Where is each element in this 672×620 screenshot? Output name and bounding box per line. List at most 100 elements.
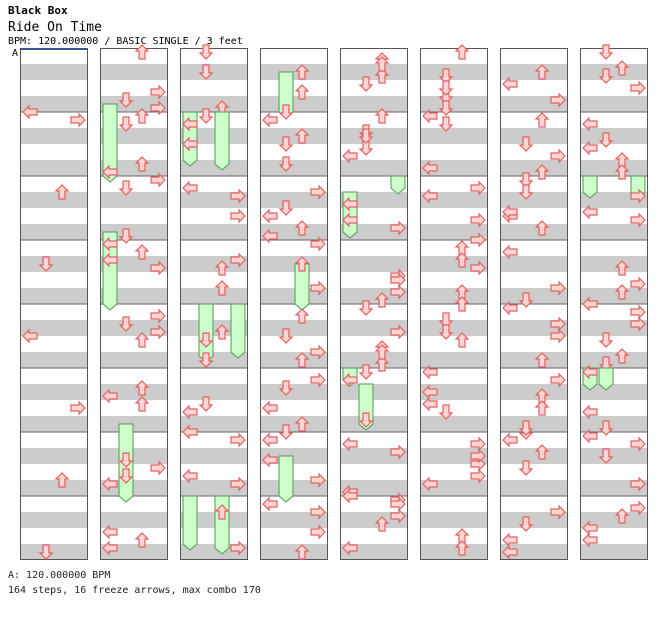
beat-stripe [340, 128, 408, 144]
beat-stripe [420, 128, 488, 144]
beat-stripe [420, 320, 488, 336]
chart-column-8 [580, 44, 648, 560]
song-name: Ride On Time [8, 20, 102, 35]
beat-stripe [420, 224, 488, 240]
beat-stripe [500, 480, 568, 496]
freeze-arrow [182, 111, 198, 167]
beat-stripe [420, 448, 488, 464]
beat-stripe [180, 64, 248, 80]
beat-stripe [20, 256, 88, 272]
chart-column-1 [20, 48, 88, 560]
beat-stripe [420, 288, 488, 304]
beat-stripe [580, 288, 648, 304]
chart-column-5 [340, 48, 408, 560]
step-arrow-left [262, 209, 278, 223]
step-arrow-right [630, 305, 646, 319]
beat-stripe [260, 544, 328, 560]
beat-stripe [260, 416, 328, 432]
step-arrow-right [70, 113, 86, 127]
beat-stripe [500, 256, 568, 272]
beat-stripe [100, 192, 168, 208]
beat-stripe [20, 384, 88, 400]
beat-stripe [500, 64, 568, 80]
step-arrow-up [535, 112, 549, 128]
freeze-arrow [598, 367, 614, 391]
beat-stripe [20, 352, 88, 368]
chart-column-3 [180, 44, 248, 560]
beat-stripe [420, 416, 488, 432]
beat-stripe [580, 128, 648, 144]
beat-stripe [100, 352, 168, 368]
beat-stripe [340, 352, 408, 368]
chart-column-7 [500, 48, 568, 560]
beat-stripe [340, 256, 408, 272]
beat-stripe [260, 288, 328, 304]
freeze-arrow [294, 263, 310, 311]
beat-stripe [580, 160, 648, 176]
step-arrow-left [262, 401, 278, 415]
chart-column-4 [260, 48, 328, 560]
beat-stripe [180, 288, 248, 304]
beat-stripe [100, 448, 168, 464]
beat-stripe [580, 64, 648, 80]
beat-stripe [260, 96, 328, 112]
step-arrow-down [199, 44, 213, 60]
beat-stripe [580, 512, 648, 528]
step-arrow-left [262, 497, 278, 511]
beat-stripe [260, 320, 328, 336]
step-arrow-right [70, 401, 86, 415]
step-arrow-right [630, 81, 646, 95]
beat-stripe [20, 416, 88, 432]
beat-stripe [180, 448, 248, 464]
beat-stripe [260, 384, 328, 400]
beat-stripe [580, 384, 648, 400]
step-stats: 164 steps, 16 freeze arrows, max combo 1… [8, 585, 261, 596]
column-border [420, 48, 488, 560]
beat-stripe [500, 160, 568, 176]
beat-stripe [580, 224, 648, 240]
beat-stripe [180, 384, 248, 400]
beat-stripe [20, 64, 88, 80]
beat-stripe [580, 544, 648, 560]
beat-stripe [420, 64, 488, 80]
column-border [100, 48, 168, 560]
beat-stripe [500, 384, 568, 400]
step-arrow-left [502, 433, 518, 447]
beat-stripe [20, 288, 88, 304]
column-border [180, 48, 248, 560]
freeze-arrow [342, 191, 358, 239]
chart-column-6 [420, 44, 488, 560]
beat-stripe [180, 160, 248, 176]
beat-stripe [260, 256, 328, 272]
step-arrow-up [135, 44, 149, 60]
beat-stripe [260, 352, 328, 368]
beat-stripe [20, 512, 88, 528]
beat-stripe [20, 128, 88, 144]
column-border [500, 48, 568, 560]
beat-stripe [580, 416, 648, 432]
beat-stripe [340, 64, 408, 80]
step-arrow-left [262, 433, 278, 447]
step-arrow-down [599, 44, 613, 60]
chart-column-2 [100, 44, 168, 560]
beat-stripe [340, 384, 408, 400]
freeze-arrow [230, 303, 246, 359]
freeze-arrow [182, 495, 198, 551]
bpm-marker-line [21, 49, 88, 50]
beat-stripe [500, 128, 568, 144]
beat-stripe [500, 416, 568, 432]
beat-stripe [20, 448, 88, 464]
beat-stripe [340, 96, 408, 112]
beat-stripe [580, 256, 648, 272]
freeze-arrow [390, 175, 406, 195]
beat-stripe [180, 416, 248, 432]
beat-stripe [500, 288, 568, 304]
beat-stripe [580, 352, 648, 368]
step-arrow-right [230, 433, 246, 447]
step-arrow-up [535, 400, 549, 416]
freeze-arrow [102, 103, 118, 183]
freeze-arrow [278, 455, 294, 503]
beat-stripe [500, 544, 568, 560]
step-arrow-left [262, 113, 278, 127]
beat-stripe [260, 64, 328, 80]
